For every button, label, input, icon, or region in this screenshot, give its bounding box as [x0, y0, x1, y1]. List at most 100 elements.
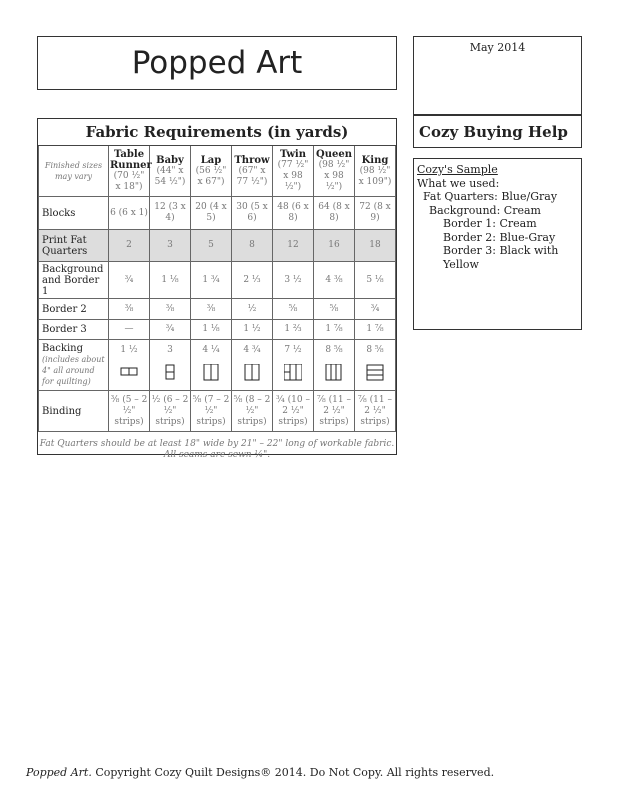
size-name: Lap	[200, 154, 222, 166]
table-cell: 4 ⅜	[313, 261, 355, 299]
column-header: Queen (98 ½" x 98 ½")	[313, 145, 355, 197]
cell-value: 30 (5 x 6)	[236, 202, 268, 223]
size-name: Queen	[316, 149, 352, 160]
size-name: Throw	[234, 154, 270, 166]
cell-value: ⅝	[288, 303, 298, 314]
cell-value: 48 (6 x 8)	[277, 202, 309, 223]
size-dimensions: (44" x 54 ½")	[154, 165, 186, 187]
table-cell: ⅜	[190, 298, 232, 320]
table-cell: 30 (5 x 6)	[231, 196, 273, 230]
table-cell: 3 ½	[272, 261, 314, 299]
table-cell: 2	[108, 229, 150, 262]
footer: Popped Art. Copyright Cozy Quilt Designs…	[26, 766, 494, 779]
cell-value: 1 ⅞	[325, 324, 343, 334]
date: May 2014	[413, 36, 582, 115]
table-title: Fabric Requirements (in yards)	[38, 119, 396, 146]
table-cell: 48 (6 x 8)	[272, 196, 314, 230]
table-cell: 18	[354, 229, 396, 262]
cell-value: ⅜	[124, 303, 134, 314]
table-cell: 1 ½	[231, 319, 273, 340]
cozys-sample: Cozy's Sample What we used: Fat Quarters…	[413, 158, 582, 330]
row-label-text: Background and Border 1	[42, 263, 104, 297]
table-cell: ¾	[149, 319, 191, 340]
cell-value: 5 ⅛	[366, 274, 384, 285]
table-cell: 12	[272, 229, 314, 262]
table-cell: 1 ⅛	[149, 261, 191, 299]
column-header: Twin (77 ½" x 98 ½")	[272, 145, 314, 197]
fabric-requirements-table: Fabric Requirements (in yards) Finished …	[37, 118, 397, 468]
backing-diagram-icon	[151, 364, 189, 385]
table-cell: 72 (8 x 9)	[354, 196, 396, 230]
row-label-text: Blocks	[42, 207, 76, 219]
cell-value: 12 (3 x 4)	[154, 202, 186, 223]
cell-value: 7 ½	[284, 345, 302, 355]
table-cell: 2 ⅓	[231, 261, 273, 299]
cell-value: 1 ⅞	[366, 324, 384, 334]
size-name: Table Runner	[110, 149, 152, 171]
cell-value: 18	[369, 240, 381, 250]
footer-copyright: Copyright Cozy Quilt Designs® 2014. Do N…	[91, 766, 495, 779]
table-cell: 7 ½	[272, 339, 314, 391]
sample-line: Background: Cream	[429, 203, 541, 217]
row-label: Background and Border 1	[38, 261, 109, 299]
size-dimensions: (56 ½" x 67")	[195, 165, 227, 187]
cell-value: 1 ⅔	[284, 324, 302, 334]
cell-value: 2 ⅓	[243, 274, 261, 285]
row-label: Backing (includes about 4" all around for…	[38, 339, 109, 391]
header-row: Finished sizes may vary Table Runner (70 ½…	[38, 145, 396, 197]
table-row: Background and Border 1 ¾ 1 ⅛ 1 ¾ 2 ⅓ 3 ½ 4 ⅜ 5…	[38, 261, 396, 299]
cell-value: 3 ½	[284, 274, 302, 285]
cell-value: ¾ (10 – 2 ½" strips)	[276, 394, 310, 427]
table-cell: ⅝	[272, 298, 314, 320]
row-label: Blocks	[38, 196, 109, 230]
column-header: Lap (56 ½" x 67")	[190, 145, 232, 197]
table-cell: 20 (4 x 5)	[190, 196, 232, 230]
cell-value: ⅝	[329, 303, 339, 314]
size-dimensions: (98 ½" x 109")	[358, 165, 392, 187]
sample-line: Border 2: Blue-Gray	[443, 230, 556, 244]
table-cell: ⅜	[149, 298, 191, 320]
table-cell: 5	[190, 229, 232, 262]
cell-value: —	[124, 324, 134, 334]
table-cell: ¾	[354, 298, 396, 320]
backing-diagram-icon	[315, 363, 353, 385]
table-cell: 1 ¾	[190, 261, 232, 299]
cell-value: ½	[247, 303, 257, 314]
size-dimensions: (77 ½" x 98 ½")	[277, 160, 309, 192]
table-cell: 1 ⅞	[354, 319, 396, 340]
column-header: Baby (44" x 54 ½")	[149, 145, 191, 197]
size-dimensions: (98 ½" x 98 ½")	[318, 160, 350, 192]
cell-value: 20 (4 x 5)	[195, 202, 227, 223]
row-label: Print Fat Quarters	[38, 229, 109, 262]
table-cell: —	[108, 319, 150, 340]
table-cell: ⅝ (7 – 2 ½" strips)	[190, 390, 232, 432]
backing-diagram-icon	[233, 363, 271, 385]
table-cell: 1 ⅔	[272, 319, 314, 340]
row-label-text: Print Fat Quarters	[42, 234, 88, 257]
backing-diagram-icon	[110, 364, 148, 385]
sample-heading: Cozy's Sample	[417, 163, 498, 176]
table-cell: ⅝	[313, 298, 355, 320]
column-header: Table Runner (70 ½" x 18")	[108, 145, 152, 197]
cell-value: 72 (8 x 9)	[359, 202, 391, 223]
cell-value: 1 ½	[120, 345, 138, 355]
table-cell: 6 (6 x 1)	[108, 196, 150, 230]
cell-value: 1 ⅛	[202, 324, 220, 334]
table-cell: ½ (6 – 2 ½" strips)	[149, 390, 191, 432]
cell-value: 16	[328, 240, 340, 250]
table-cell: 8 ⅝	[313, 339, 355, 391]
row-label-text: Border 3	[42, 324, 87, 335]
table-cell: ¾	[108, 261, 150, 299]
row-label-text: Backing	[42, 343, 84, 354]
table-row: Blocks 6 (6 x 1) 12 (3 x 4) 20 (4 x 5) 30 (5…	[38, 196, 396, 230]
row-label-text: Border 2	[42, 303, 87, 315]
table-cell: 3	[149, 339, 191, 391]
cell-value: ⅜ (5 – 2 ½" strips)	[110, 394, 148, 427]
cell-value: 4 ¼	[202, 345, 220, 355]
table-row: Border 2 ⅜ ⅜ ⅜ ½ ⅝ ⅝ ¾	[38, 298, 396, 320]
column-header: King (98 ½" x 109")	[354, 145, 396, 197]
size-name: King	[361, 154, 389, 166]
corner-note: Finished sizes may vary	[38, 145, 109, 197]
sample-line: Fat Quarters: Blue/Gray	[423, 190, 558, 203]
